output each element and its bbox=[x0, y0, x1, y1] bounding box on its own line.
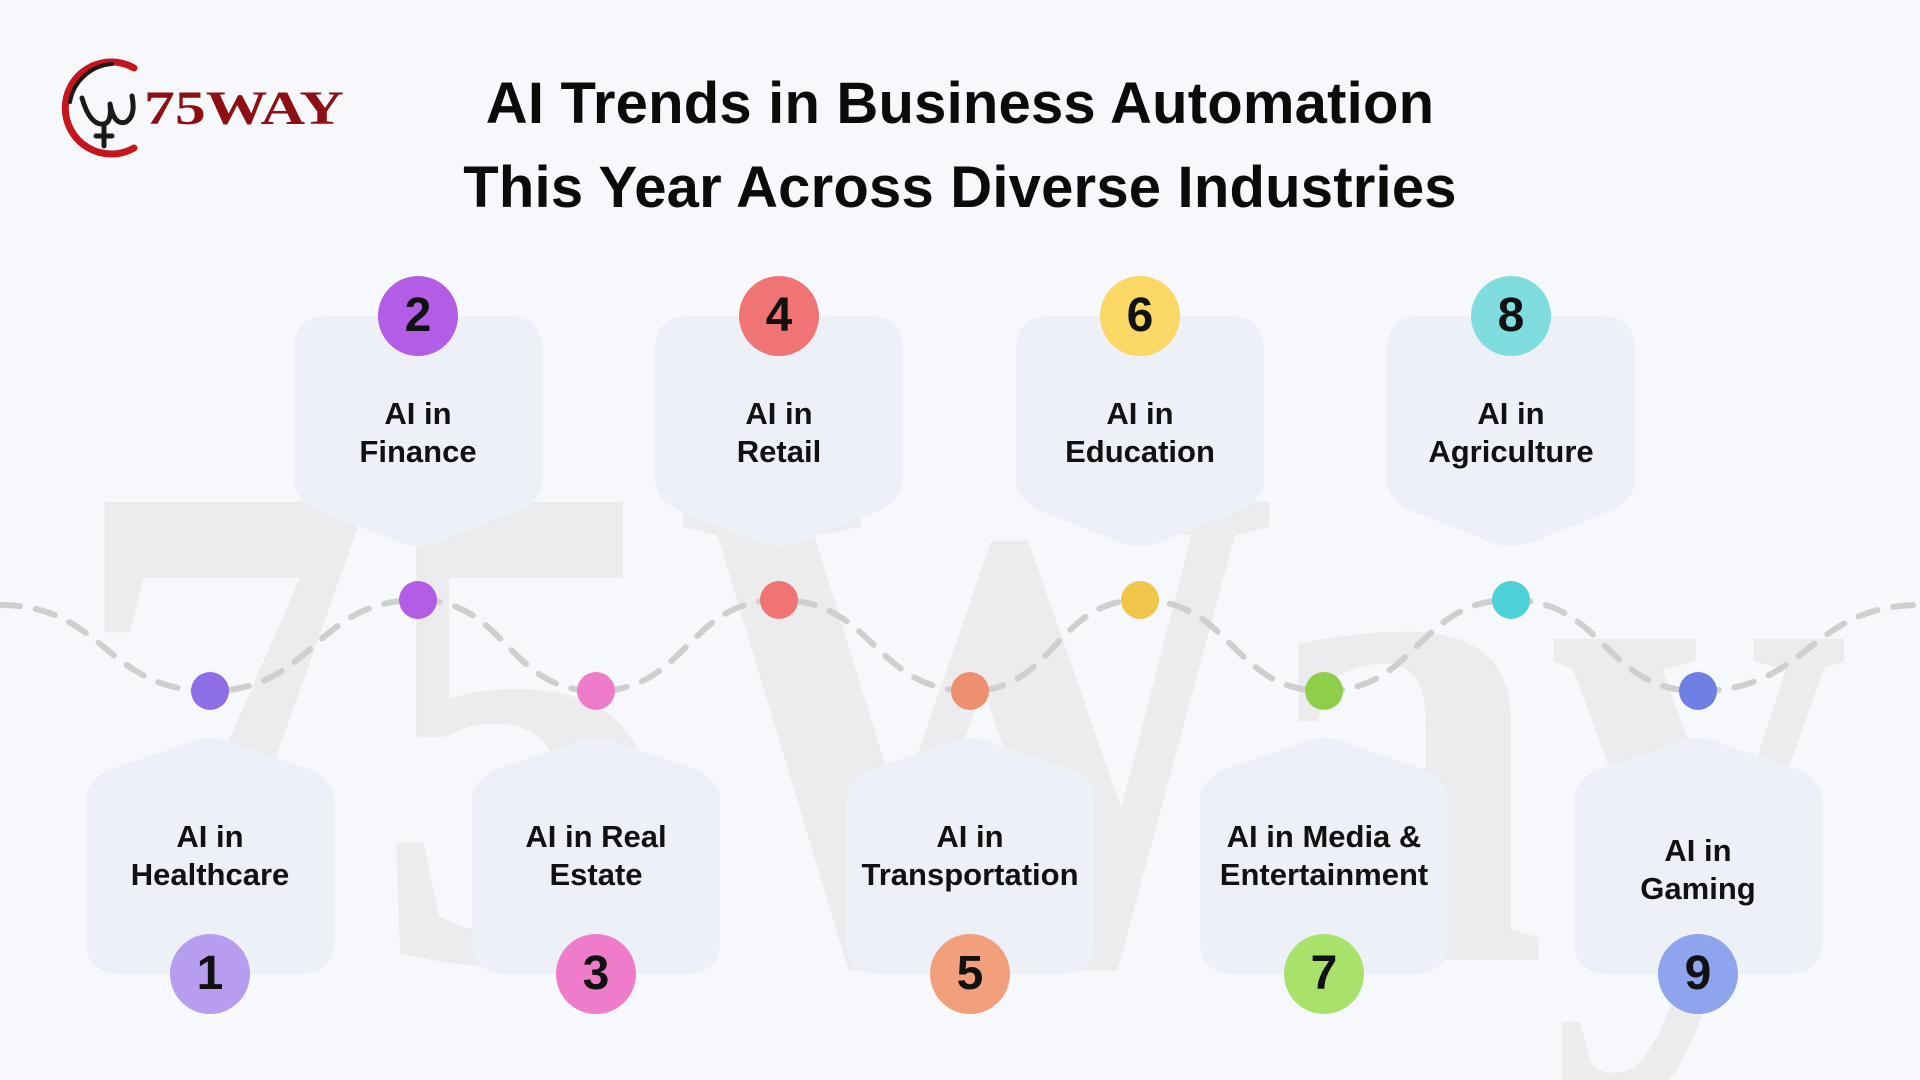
card-label-line2: Gaming bbox=[1640, 871, 1756, 906]
card-label-line1: AI in bbox=[1477, 396, 1545, 431]
card-2 bbox=[294, 316, 542, 546]
card-label-8: AI in Agriculture bbox=[1381, 395, 1641, 471]
badge-number-2: 2 bbox=[404, 289, 432, 342]
card-label-1: AI in Healthcare bbox=[80, 818, 340, 894]
card-label-3: AI in Real Estate bbox=[466, 818, 726, 894]
path-dot-4 bbox=[760, 581, 798, 619]
page-title: AI Trends in Business Automation This Ye… bbox=[400, 62, 1520, 230]
card-label-line2: Education bbox=[1065, 434, 1215, 469]
card-label-line2: Agriculture bbox=[1428, 434, 1594, 469]
number-badge-7 bbox=[1284, 934, 1364, 1014]
badge-number-6: 6 bbox=[1126, 289, 1154, 342]
card-label-line1: AI in Real bbox=[525, 819, 667, 854]
card-label-line2: Retail bbox=[736, 434, 822, 469]
number-badge-6 bbox=[1100, 276, 1180, 356]
card-label-4: AI in Retail bbox=[649, 395, 909, 471]
path-dot-8 bbox=[1492, 581, 1530, 619]
number-badge-4 bbox=[739, 276, 819, 356]
card-3 bbox=[472, 738, 720, 974]
card-9 bbox=[1574, 738, 1822, 974]
number-badge-1 bbox=[170, 934, 250, 1014]
card-label-2: AI in Finance bbox=[288, 395, 548, 471]
card-label-line1: AI in bbox=[745, 396, 813, 431]
card-7 bbox=[1200, 738, 1448, 974]
badge-number-1: 1 bbox=[196, 947, 224, 1000]
badge-number-7: 7 bbox=[1310, 947, 1338, 1000]
logo-emblem-icon bbox=[79, 93, 136, 149]
card-label-line1: AI in bbox=[384, 396, 452, 431]
card-label-5: AI in Transportation bbox=[840, 818, 1100, 894]
path-dot-6 bbox=[1121, 581, 1159, 619]
badge-number-4: 4 bbox=[765, 289, 793, 342]
card-8 bbox=[1387, 316, 1635, 546]
card-label-line1: AI in bbox=[936, 819, 1004, 854]
logo-wordmark: 75WAY bbox=[144, 82, 344, 135]
badge-number-8: 8 bbox=[1497, 289, 1525, 342]
number-badge-8 bbox=[1471, 276, 1551, 356]
card-label-9: AI in Gaming bbox=[1568, 832, 1828, 908]
title-line-1: AI Trends in Business Automation bbox=[485, 71, 1435, 136]
path-dot-3 bbox=[577, 672, 615, 710]
brand-logo: 75WAY bbox=[61, 58, 344, 158]
card-label-7: AI in Media & Entertainment bbox=[1194, 818, 1454, 894]
path-dot-7 bbox=[1305, 672, 1343, 710]
card-6 bbox=[1016, 316, 1264, 546]
logo-ring-icon bbox=[61, 58, 138, 158]
card-label-line2: Finance bbox=[359, 434, 477, 469]
card-label-line1: AI in bbox=[1664, 833, 1732, 868]
card-4 bbox=[655, 316, 903, 546]
card-label-6: AI in Education bbox=[1010, 395, 1270, 471]
path-dot-9 bbox=[1679, 672, 1717, 710]
badge-number-9: 9 bbox=[1684, 947, 1712, 1000]
path-dot-1 bbox=[191, 672, 229, 710]
card-label-line1: AI in bbox=[176, 819, 244, 854]
badge-number-3: 3 bbox=[582, 947, 610, 1000]
number-badge-5 bbox=[930, 934, 1010, 1014]
number-badge-9 bbox=[1658, 934, 1738, 1014]
card-label-line1: AI in bbox=[1106, 396, 1174, 431]
card-label-line2: Entertainment bbox=[1219, 857, 1429, 892]
card-5 bbox=[846, 738, 1094, 974]
card-label-line2: Transportation bbox=[861, 857, 1079, 892]
path-dot-5 bbox=[951, 672, 989, 710]
logo-ring-accent-icon bbox=[68, 62, 114, 104]
number-badge-2 bbox=[378, 276, 458, 356]
path-dot-2 bbox=[399, 581, 437, 619]
card-label-line2: Healthcare bbox=[130, 857, 290, 892]
badge-number-5: 5 bbox=[956, 947, 984, 1000]
card-1 bbox=[86, 738, 334, 974]
number-badge-3 bbox=[556, 934, 636, 1014]
card-label-line2: Estate bbox=[549, 857, 643, 892]
card-label-line1: AI in Media & bbox=[1226, 819, 1422, 854]
title-line-2: This Year Across Diverse Industries bbox=[463, 155, 1457, 220]
